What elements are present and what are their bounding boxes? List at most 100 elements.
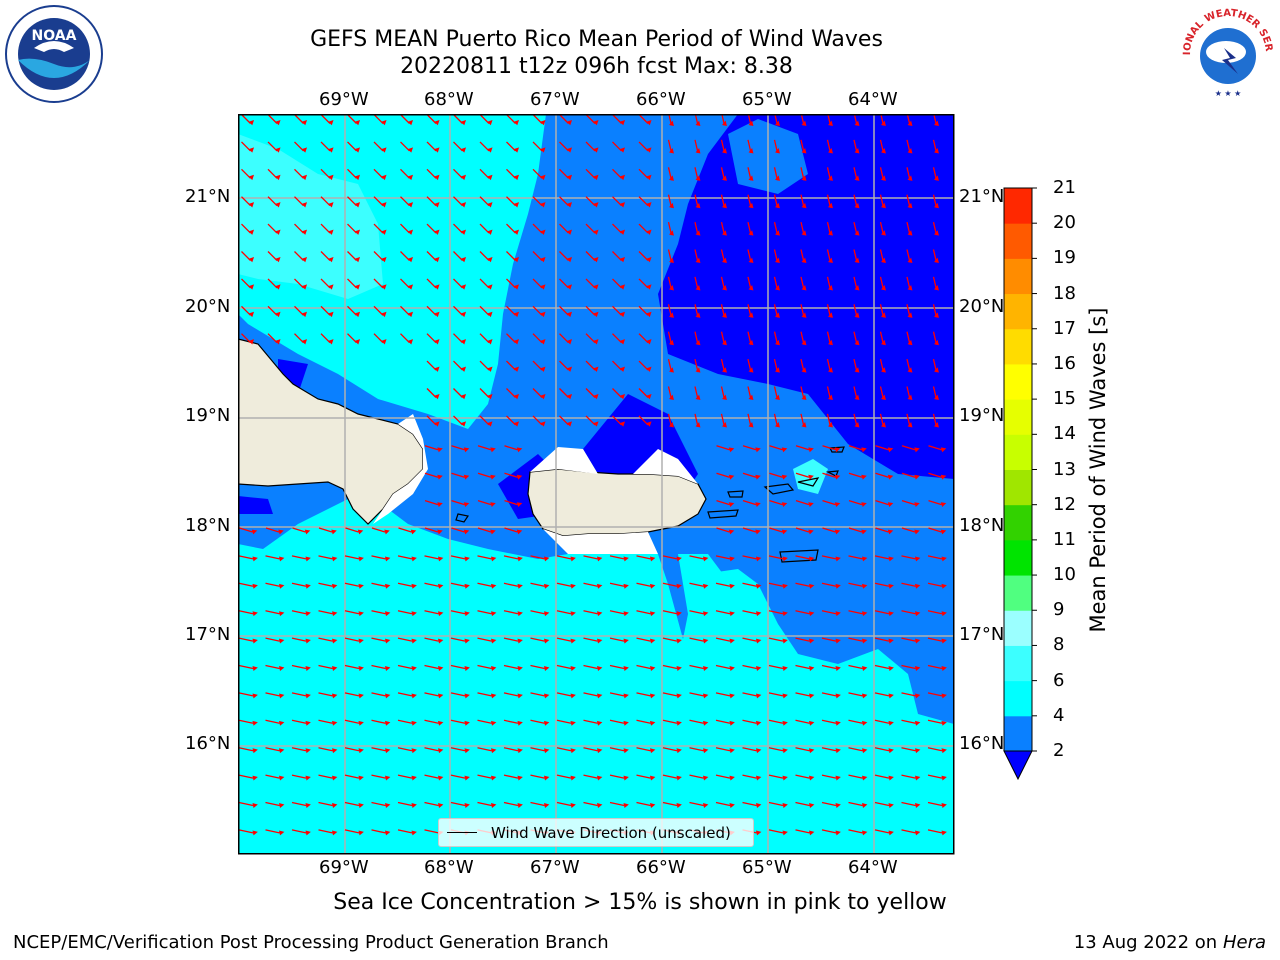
lon-label-top: 69°W [319, 89, 369, 110]
wind-wave-arrowhead [490, 583, 497, 589]
wind-wave-arrowhead [782, 803, 788, 808]
wind-wave-arrowhead [411, 830, 417, 836]
wind-wave-arrow [318, 555, 333, 560]
wind-wave-arrowhead [669, 175, 674, 181]
wind-wave-arrowhead [517, 720, 523, 726]
wind-wave-arrow [477, 719, 492, 724]
wind-wave-arrowhead [490, 775, 497, 781]
wind-wave-arrow [344, 692, 360, 697]
colorbar-tick-label: 13 [1053, 458, 1076, 480]
wind-wave-arrow [400, 114, 410, 124]
wind-wave-arrowhead [695, 367, 701, 373]
wind-wave-arrowhead [411, 583, 417, 589]
wind-wave-arrow [927, 747, 943, 752]
wind-wave-arrowhead [861, 529, 867, 535]
wind-wave-arrow [742, 774, 757, 779]
wind-wave-arrowhead [517, 666, 523, 671]
wind-wave-arrowhead [304, 529, 311, 535]
wind-wave-arrowhead [748, 339, 754, 346]
wind-wave-arrowhead [619, 119, 626, 126]
wind-wave-arrowhead [331, 611, 338, 617]
wind-wave-arrowhead [808, 529, 814, 535]
wind-wave-arrowhead [782, 693, 788, 699]
wind-wave-arrow [583, 719, 598, 724]
wind-wave-arrowhead [755, 611, 762, 617]
colorbar-swatch [1004, 715, 1032, 752]
wind-wave-arrowhead [513, 311, 520, 318]
wind-wave-arrowhead [464, 611, 470, 617]
wind-wave-arrow [344, 637, 360, 642]
wind-wave-arrowhead [702, 748, 709, 754]
wind-wave-arrowhead [676, 720, 682, 726]
wind-wave-arrowhead [490, 611, 497, 617]
wind-wave-arrowhead [649, 775, 656, 781]
wind-wave-arrowhead [695, 175, 701, 181]
footer-date-text: 13 Aug 2022 on [1073, 932, 1218, 953]
wind-wave-arrowhead [513, 202, 520, 208]
colorbar-tick-label: 2 [1053, 740, 1065, 761]
wind-wave-arrowhead [941, 611, 947, 617]
wind-wave-arrowhead [252, 666, 258, 671]
wind-wave-arrow [795, 829, 810, 834]
wind-wave-arrowhead [411, 666, 417, 671]
wind-wave-arrow [848, 692, 863, 697]
wind-wave-arrowhead [941, 720, 947, 726]
wind-wave-arrowhead [669, 148, 674, 154]
wind-wave-arrow [532, 168, 543, 179]
wind-wave-arrow [821, 582, 837, 587]
wind-wave-arrow [559, 168, 569, 179]
wind-wave-arrowhead [881, 230, 886, 236]
wind-wave-arrow [556, 610, 572, 615]
wind-wave-arrowhead [907, 394, 913, 401]
wind-wave-arrow [318, 637, 333, 642]
wind-wave-arrow [506, 223, 516, 234]
wind-wave-arrow [450, 664, 466, 670]
lat-label-right: 19°N [959, 405, 1005, 426]
wind-wave-arrowhead [934, 148, 939, 154]
wind-wave-arrowhead [513, 174, 520, 181]
wind-wave-arrowhead [755, 748, 762, 754]
wind-wave-arrowhead [278, 556, 285, 562]
wind-wave-arrow [821, 610, 837, 615]
wind-wave-arrow [294, 168, 304, 179]
wind-wave-arrowhead [513, 366, 520, 372]
wind-wave-arrowhead [305, 693, 311, 699]
wind-wave-arrow [822, 527, 836, 533]
wind-wave-arrowhead [517, 638, 523, 644]
wind-wave-arrowhead [490, 529, 496, 535]
wind-wave-arrowhead [464, 693, 470, 699]
wind-wave-arrowhead [781, 529, 788, 535]
wind-wave-arrowhead [755, 803, 762, 808]
wind-wave-arrow [874, 582, 890, 587]
wind-wave-arrow [344, 582, 360, 587]
wind-wave-arrowhead [646, 256, 652, 263]
lat-label-left: 19°N [185, 405, 231, 426]
wind-wave-arrowhead [914, 693, 921, 699]
wind-wave-arrowhead [248, 339, 255, 345]
wind-wave-arrow [742, 582, 757, 587]
wind-wave-arrowhead [702, 720, 709, 726]
wind-wave-arrowhead [781, 502, 788, 507]
wind-wave-arrowhead [755, 693, 762, 699]
wind-wave-arrow [477, 445, 492, 451]
wind-wave-arrow [689, 610, 704, 615]
wind-wave-arrow [318, 719, 333, 724]
wind-wave-arrowhead [596, 803, 603, 808]
wind-wave-arrow [320, 333, 331, 344]
wind-wave-arrowhead [596, 748, 603, 754]
wind-wave-arrow [397, 829, 413, 834]
wind-wave-arrow [636, 610, 651, 615]
wind-wave-arrowhead [278, 529, 284, 535]
wind-wave-arrow [503, 692, 519, 697]
wind-wave-arrow [424, 664, 439, 670]
wind-wave-arrow [901, 637, 916, 642]
wind-wave-arrowhead [593, 311, 599, 318]
wind-wave-arrowhead [566, 229, 573, 235]
wind-wave-arrowhead [463, 447, 470, 453]
wind-wave-arrow [318, 801, 333, 807]
wind-wave-arrowhead [566, 366, 573, 372]
wind-wave-arrow [609, 692, 625, 697]
wind-wave-arrow [453, 305, 463, 316]
wind-wave-arrowhead [861, 775, 868, 781]
wind-wave-arrowhead [861, 556, 868, 562]
